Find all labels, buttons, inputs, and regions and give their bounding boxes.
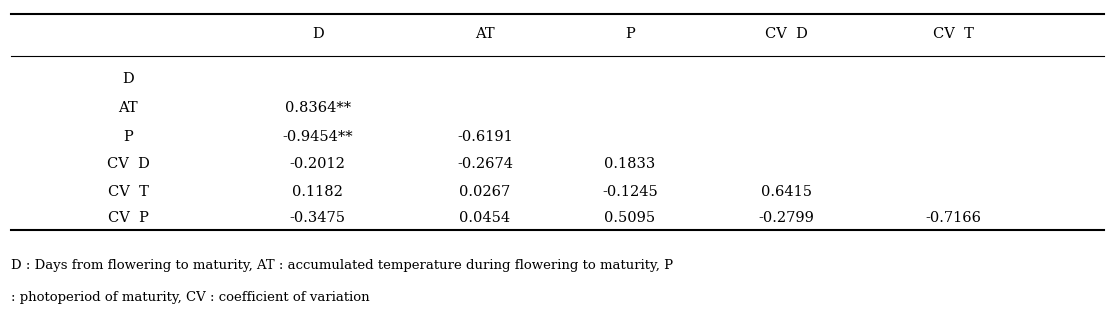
Text: CV  D: CV D — [107, 157, 149, 171]
Text: AT: AT — [118, 101, 138, 115]
Text: P: P — [626, 27, 634, 41]
Text: -0.9454**: -0.9454** — [282, 130, 353, 144]
Text: CV  T: CV T — [933, 27, 973, 41]
Text: 0.1182: 0.1182 — [292, 185, 343, 199]
Text: -0.6191: -0.6191 — [457, 130, 513, 144]
Text: 0.0267: 0.0267 — [459, 185, 511, 199]
Text: -0.1245: -0.1245 — [602, 185, 658, 199]
Text: CV  D: CV D — [765, 27, 807, 41]
Text: -0.7166: -0.7166 — [925, 211, 981, 225]
Text: 0.6415: 0.6415 — [760, 185, 812, 199]
Text: D: D — [123, 72, 134, 86]
Text: 0.1833: 0.1833 — [604, 157, 656, 171]
Text: -0.2799: -0.2799 — [758, 211, 814, 225]
Text: CV  T: CV T — [108, 185, 148, 199]
Text: AT: AT — [475, 27, 495, 41]
Text: -0.3475: -0.3475 — [290, 211, 346, 225]
Text: D: D — [312, 27, 323, 41]
Text: 0.8364**: 0.8364** — [284, 101, 351, 115]
Text: 0.0454: 0.0454 — [459, 211, 511, 225]
Text: 0.5095: 0.5095 — [604, 211, 656, 225]
Text: -0.2012: -0.2012 — [290, 157, 346, 171]
Text: D : Days from flowering to maturity, AT : accumulated temperature during floweri: D : Days from flowering to maturity, AT … — [11, 259, 673, 272]
Text: CV  P: CV P — [108, 211, 148, 225]
Text: -0.2674: -0.2674 — [457, 157, 513, 171]
Text: : photoperiod of maturity, CV : coefficient of variation: : photoperiod of maturity, CV : coeffici… — [11, 291, 370, 304]
Text: P: P — [124, 130, 133, 144]
